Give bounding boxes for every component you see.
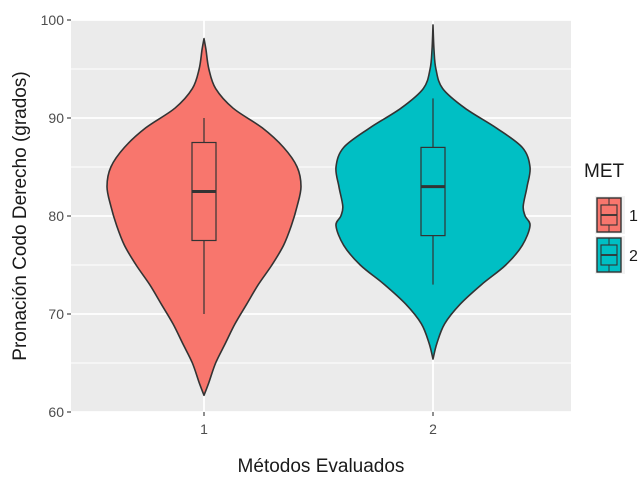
y-tick-label: 80 [48,208,64,224]
x-axis-title: Métodos Evaluados [238,456,405,477]
y-tick-label: 70 [48,306,64,322]
violins [106,24,531,397]
y-axis: 60 70 80 90 100 [41,12,71,420]
legend-key-2 [595,236,625,274]
y-axis-title: Pronación Codo Derecho (grados) [10,71,31,360]
y-tick-label: 60 [48,404,64,420]
legend-label-2: 2 [629,248,638,265]
x-tick-label: 2 [429,421,437,437]
legend: MET 1 2 [584,161,638,274]
violin-group-2 [335,24,531,360]
y-tick-label: 100 [41,12,65,28]
box-2 [420,146,446,237]
x-tick-label: 1 [200,421,208,437]
violin-group-1 [106,37,302,397]
legend-title: MET [584,161,625,182]
y-tick-label: 90 [48,110,64,126]
legend-key-1 [595,196,625,234]
legend-label-1: 1 [629,208,638,225]
